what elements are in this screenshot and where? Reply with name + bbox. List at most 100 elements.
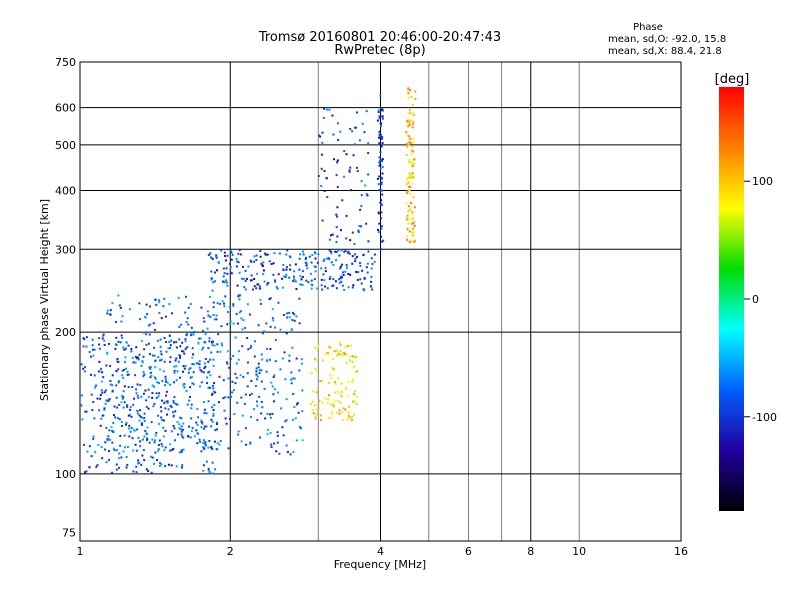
data-point bbox=[212, 358, 215, 361]
data-point bbox=[207, 254, 210, 257]
data-point bbox=[180, 466, 183, 469]
data-point bbox=[405, 131, 408, 134]
data-point bbox=[324, 352, 327, 355]
data-point bbox=[408, 123, 411, 126]
data-point bbox=[326, 257, 329, 260]
data-point bbox=[189, 376, 192, 379]
data-point bbox=[363, 289, 366, 292]
data-point bbox=[259, 302, 262, 305]
data-point bbox=[156, 459, 159, 462]
data-point bbox=[107, 435, 110, 438]
data-point bbox=[137, 396, 140, 399]
data-point bbox=[189, 436, 192, 439]
data-point bbox=[408, 176, 411, 179]
data-point bbox=[135, 449, 138, 452]
data-point bbox=[151, 354, 154, 357]
data-point bbox=[115, 336, 118, 339]
data-point bbox=[412, 231, 415, 234]
data-point bbox=[214, 468, 217, 471]
data-point bbox=[206, 376, 209, 379]
data-point bbox=[122, 396, 125, 399]
data-point bbox=[367, 250, 370, 253]
data-point bbox=[85, 336, 88, 339]
data-point bbox=[269, 348, 272, 351]
data-point bbox=[237, 430, 240, 433]
data-point bbox=[337, 390, 340, 393]
data-point bbox=[135, 346, 138, 349]
data-point bbox=[122, 368, 125, 371]
data-point bbox=[91, 338, 94, 341]
data-point bbox=[188, 425, 191, 428]
data-point bbox=[120, 421, 123, 424]
data-point bbox=[274, 326, 277, 329]
data-point bbox=[90, 455, 93, 458]
data-point bbox=[354, 371, 357, 374]
data-point bbox=[335, 259, 338, 262]
data-point bbox=[163, 449, 166, 452]
data-point bbox=[82, 345, 85, 348]
data-point bbox=[226, 284, 229, 287]
data-point bbox=[132, 361, 135, 364]
data-point bbox=[378, 130, 381, 133]
data-point bbox=[259, 250, 262, 253]
data-point bbox=[140, 422, 143, 425]
data-point bbox=[238, 298, 241, 301]
data-point bbox=[255, 373, 258, 376]
data-point bbox=[154, 360, 157, 363]
data-point bbox=[235, 257, 238, 260]
data-point bbox=[281, 357, 284, 360]
data-point bbox=[301, 389, 304, 392]
y-tick-label: 750 bbox=[55, 56, 76, 69]
data-point bbox=[85, 470, 88, 473]
data-point bbox=[320, 167, 323, 170]
data-point bbox=[148, 441, 151, 444]
data-point bbox=[339, 401, 342, 404]
data-point bbox=[202, 446, 205, 449]
data-point bbox=[126, 463, 129, 466]
data-point bbox=[111, 302, 114, 305]
data-point bbox=[135, 471, 138, 474]
data-point bbox=[184, 364, 187, 367]
data-point bbox=[155, 396, 158, 399]
data-point bbox=[407, 89, 410, 92]
data-point bbox=[184, 311, 187, 314]
data-point bbox=[336, 186, 339, 189]
data-point bbox=[330, 410, 333, 413]
data-point bbox=[120, 394, 123, 397]
data-point bbox=[130, 348, 133, 351]
data-point bbox=[109, 365, 112, 368]
data-point bbox=[373, 260, 376, 263]
data-point bbox=[258, 395, 261, 398]
data-point bbox=[281, 426, 284, 429]
data-point bbox=[122, 406, 125, 409]
data-point bbox=[142, 331, 145, 334]
data-point bbox=[210, 277, 213, 280]
data-point bbox=[319, 135, 322, 138]
data-point bbox=[240, 317, 243, 320]
data-point bbox=[315, 359, 318, 362]
data-point bbox=[137, 358, 140, 361]
data-point bbox=[118, 466, 121, 469]
data-point bbox=[301, 362, 304, 365]
data-point bbox=[376, 119, 379, 122]
data-point bbox=[103, 391, 106, 394]
data-point bbox=[411, 210, 414, 213]
data-point bbox=[107, 399, 110, 402]
data-point bbox=[347, 273, 350, 276]
data-point bbox=[89, 355, 92, 358]
data-point bbox=[83, 338, 86, 341]
data-point bbox=[336, 161, 339, 164]
data-point bbox=[299, 275, 302, 278]
data-point bbox=[127, 414, 130, 417]
data-point bbox=[174, 359, 177, 362]
data-point bbox=[294, 280, 297, 283]
data-point bbox=[378, 189, 381, 192]
data-point bbox=[412, 176, 415, 179]
data-point bbox=[103, 344, 106, 347]
colorbar-tick-label: 0 bbox=[752, 293, 759, 306]
data-point bbox=[336, 349, 339, 352]
data-point bbox=[316, 261, 319, 264]
data-point bbox=[314, 347, 317, 350]
data-point bbox=[307, 281, 310, 284]
data-point bbox=[128, 308, 131, 311]
